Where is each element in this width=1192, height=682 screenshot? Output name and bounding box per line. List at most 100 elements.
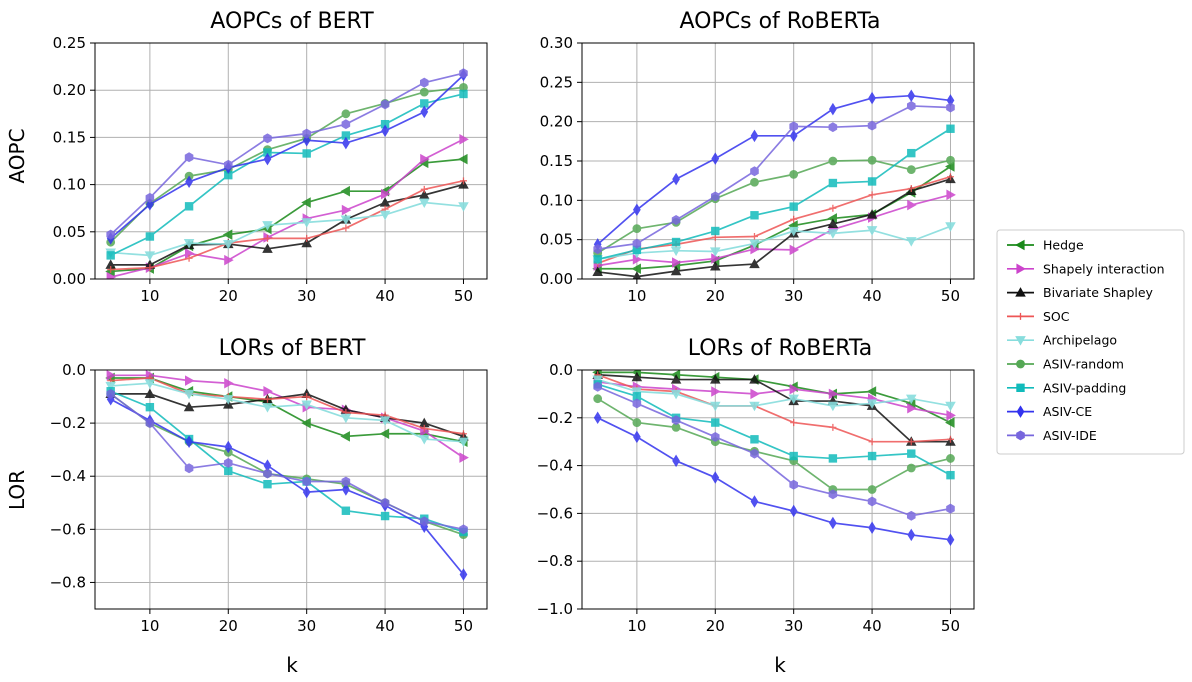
data-point — [868, 438, 876, 446]
data-point — [946, 155, 955, 165]
data-point — [710, 260, 721, 271]
data-point — [633, 203, 641, 217]
x-axis-label: k — [286, 653, 298, 677]
data-point — [906, 237, 917, 247]
legend-label: ASIV-IDE — [1043, 428, 1097, 443]
x-tick-label: 30 — [784, 617, 803, 635]
data-point — [184, 463, 194, 474]
data-point — [946, 173, 954, 181]
data-point — [105, 381, 116, 392]
data-point — [710, 374, 721, 384]
data-point — [867, 496, 877, 507]
data-point — [829, 516, 837, 530]
x-tick-label: 20 — [219, 287, 238, 305]
data-point — [419, 434, 430, 445]
subplot-aopc-roberta: AOPCs of RoBERTa 10 20 30 40 50 0.00 0.05 0.10 0… — [540, 9, 975, 305]
data-point — [223, 239, 234, 250]
x-tick-label: 50 — [941, 287, 960, 305]
data-point — [906, 394, 917, 405]
data-point — [789, 504, 798, 518]
data-point — [868, 521, 876, 535]
data-point — [749, 374, 760, 384]
data-point — [750, 211, 759, 220]
data-point — [301, 197, 311, 208]
data-point — [907, 185, 915, 193]
data-point — [945, 417, 955, 428]
data-point — [906, 510, 916, 521]
data-point — [459, 134, 469, 145]
series-line — [110, 179, 464, 271]
data-point — [829, 102, 837, 116]
data-point — [631, 387, 643, 397]
data-point — [828, 454, 838, 463]
series-line — [597, 417, 951, 541]
data-point — [670, 374, 682, 384]
y-tick-label: −0.8 — [50, 573, 86, 591]
data-point — [907, 449, 916, 458]
data-point — [303, 234, 311, 242]
series-asiv-random — [593, 394, 955, 494]
legend-entry: Shapely interaction — [1007, 261, 1165, 276]
legend: Hedge Shapely interaction Bivariate Shaple… — [996, 229, 1185, 455]
subplot-lor-roberta: LORs of RoBERTa k 10 20 30 40 50 −1.0 −0.8 −0.6… — [537, 336, 975, 677]
series-line — [597, 381, 951, 417]
legend-entry: Hedge — [1007, 238, 1084, 253]
data-point — [458, 437, 469, 448]
series-line — [110, 393, 464, 531]
data-point — [184, 202, 194, 211]
data-point — [710, 431, 720, 442]
series-line — [110, 93, 464, 257]
x-tick-label: 20 — [219, 617, 238, 635]
data-point — [106, 251, 115, 260]
data-point — [185, 254, 193, 262]
data-point — [301, 237, 312, 248]
series-line — [110, 377, 464, 435]
axes-frame — [94, 369, 488, 610]
x-tick-label: 50 — [454, 287, 473, 305]
data-point — [790, 419, 798, 427]
data-point — [184, 375, 195, 386]
legend-marker — [1016, 383, 1025, 392]
series-archipelago — [592, 375, 956, 412]
data-point — [420, 105, 429, 119]
legend-entry: SOC — [1007, 309, 1070, 324]
data-point — [262, 243, 273, 253]
series-asiv-ide — [106, 388, 468, 535]
data-point — [788, 394, 799, 405]
data-point — [711, 226, 720, 236]
data-point — [342, 483, 350, 496]
legend-entry: ASIV-random — [1007, 357, 1124, 372]
y-tick-label: −0.8 — [537, 552, 573, 570]
data-point — [829, 204, 837, 212]
legend-marker — [1017, 312, 1024, 320]
data-point — [380, 511, 390, 521]
data-point — [145, 192, 155, 203]
data-point — [946, 435, 954, 443]
data-point — [789, 129, 798, 143]
series-line — [110, 393, 464, 438]
series-line — [110, 390, 464, 533]
legend-marker — [1016, 359, 1025, 369]
legend-marker — [1015, 336, 1026, 346]
legend-label: Archipelago — [1043, 333, 1117, 348]
data-point — [710, 247, 721, 257]
data-point — [263, 133, 272, 144]
data-point — [459, 568, 468, 581]
data-point — [459, 524, 468, 535]
data-point — [868, 191, 876, 199]
data-point — [145, 418, 155, 429]
x-tick-label: 20 — [706, 617, 725, 635]
data-point — [302, 128, 311, 139]
data-point — [379, 210, 391, 221]
y-tick-label: 0.10 — [53, 176, 86, 194]
data-point — [946, 102, 955, 113]
data-point — [106, 271, 117, 279]
data-point — [710, 191, 720, 202]
data-point — [946, 454, 955, 463]
data-point — [866, 399, 878, 409]
series-line — [110, 158, 464, 273]
data-point — [381, 124, 389, 138]
data-point — [750, 388, 760, 400]
data-point — [340, 431, 350, 442]
data-point — [867, 485, 877, 494]
